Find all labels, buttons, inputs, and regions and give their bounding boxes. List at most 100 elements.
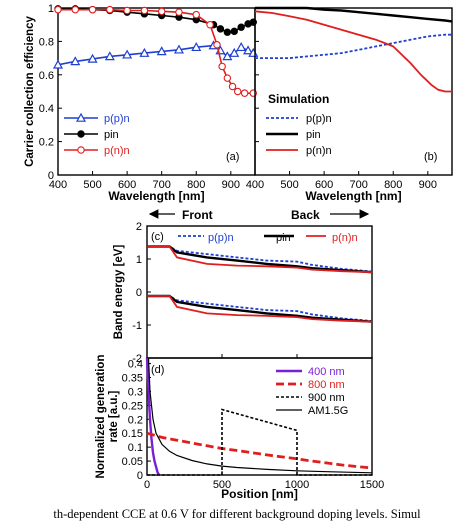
y-tick-label: 0.8 bbox=[39, 36, 54, 48]
y-tick-label: 0 bbox=[136, 287, 142, 299]
legend-marker bbox=[77, 146, 85, 154]
panel-b: 400 500 600 700 800 900 Wavelength [nm] (b) Simu… bbox=[246, 6, 453, 203]
y-tick-label: 0.05 bbox=[122, 456, 143, 468]
data-point-p(n)n bbox=[140, 6, 149, 15]
legend-label: 400 nm bbox=[308, 366, 345, 378]
y-axis-label-line2: rate [a.u.] bbox=[108, 390, 120, 442]
x-tick-label: 400 bbox=[246, 179, 264, 191]
y-axis-label: Band energy [eV] bbox=[113, 245, 125, 340]
x-axis-label: Position [nm] bbox=[221, 487, 298, 501]
data-point-p(n)n bbox=[157, 7, 166, 16]
series-line-800 nm bbox=[146, 431, 373, 470]
data-point-p(n)n bbox=[228, 82, 237, 91]
panel-label: (a) bbox=[226, 151, 239, 163]
band-top-pin bbox=[147, 245, 373, 274]
y-tick-label: 0 bbox=[48, 170, 54, 182]
band-top-p(n)n bbox=[147, 245, 373, 274]
y-tick-label: 0.3 bbox=[128, 386, 143, 398]
panel-label: (c) bbox=[151, 231, 164, 243]
series-line-400 nm bbox=[145, 357, 161, 476]
series-line-AM1.5G bbox=[147, 357, 373, 474]
plot-frame-c bbox=[146, 225, 373, 359]
data-point-p(n)n bbox=[240, 89, 249, 97]
y-tick-label: 0.6 bbox=[39, 70, 54, 82]
front-label: Front bbox=[182, 208, 213, 222]
data-point-p(p)n bbox=[104, 51, 115, 61]
back-label: Back bbox=[291, 208, 320, 222]
x-tick-label: 500 bbox=[280, 179, 298, 191]
series-line-p(n)n bbox=[254, 10, 452, 93]
figure: 400 500 600 700 800 900 0 0.2 0.4 0.6 0.8 1 Waveleng… bbox=[24, 3, 453, 501]
data-point-p(n)n bbox=[233, 87, 242, 96]
data-point-p(p)n bbox=[87, 53, 98, 63]
legend-label: 800 nm bbox=[308, 379, 345, 391]
x-tick-label: 600 bbox=[315, 179, 333, 191]
x-tick-label: 800 bbox=[187, 179, 205, 191]
plot-frame-d bbox=[146, 357, 373, 476]
y-tick-label: -1 bbox=[132, 320, 142, 332]
x-tick-label: 700 bbox=[350, 179, 368, 191]
data-point-p(p)n bbox=[173, 44, 184, 54]
data-point-p(p)n bbox=[70, 56, 81, 66]
series-line-pin bbox=[255, 6, 453, 23]
y-tick-label: 1 bbox=[136, 254, 142, 266]
x-tick-label: 600 bbox=[118, 179, 136, 191]
data-point-p(p)n bbox=[236, 42, 247, 52]
legend-label: p(p)n bbox=[208, 232, 234, 244]
data-point-p(n)n bbox=[175, 8, 183, 16]
panel-d: 0 500 1000 150000.050.10.150.20.250.30.350.… bbox=[95, 355, 384, 501]
x-tick-label: 900 bbox=[222, 179, 240, 191]
legend-label: p(p)n bbox=[306, 113, 332, 125]
panel-label: (b) bbox=[424, 151, 437, 163]
data-point-p(n)n bbox=[54, 5, 62, 14]
y-tick-label: 0 bbox=[137, 470, 143, 482]
legend-label: AM1.5G bbox=[308, 405, 348, 417]
data-point-p(n)n bbox=[223, 74, 232, 82]
panel-c: Front Back -2 -1 0 1 2 Band energy [eV] (c) p(p)n… bbox=[113, 208, 373, 365]
y-tick-label: 0.25 bbox=[122, 400, 143, 412]
data-point-p(n)n bbox=[192, 10, 200, 19]
legend-title: Simulation bbox=[268, 92, 329, 106]
y-tick-label: 0.4 bbox=[39, 103, 54, 115]
x-tick-label: 0 bbox=[144, 479, 150, 491]
data-point-pin bbox=[223, 28, 232, 36]
data-point-p(p)n bbox=[52, 59, 64, 69]
band-bottom-p(n)n bbox=[147, 295, 373, 323]
x-tick-label: 700 bbox=[153, 179, 171, 191]
data-point-p(n)n bbox=[106, 5, 114, 14]
data-point-p(p)n bbox=[139, 47, 150, 57]
legend-label: p(n)n bbox=[306, 145, 332, 157]
y-tick-label: 0.2 bbox=[128, 414, 143, 426]
legend-label: p(n)n bbox=[332, 232, 358, 244]
data-point-pin bbox=[237, 23, 245, 31]
legend-label: pin bbox=[306, 129, 321, 141]
data-point-p(p)n bbox=[243, 45, 254, 55]
data-point-p(n)n bbox=[218, 62, 226, 71]
x-tick-label: 1500 bbox=[360, 479, 384, 491]
y-tick-label: 0.2 bbox=[39, 137, 54, 149]
x-axis-label: Wavelength [nm] bbox=[108, 189, 204, 203]
data-point-p(n)n bbox=[123, 6, 131, 15]
band-bottom-pin bbox=[147, 294, 373, 323]
y-axis-label: Carrier collection efficiency bbox=[24, 15, 36, 166]
x-tick-label: 1000 bbox=[285, 479, 309, 491]
panel-label: (d) bbox=[151, 364, 164, 376]
x-axis-label: Wavelength [nm] bbox=[305, 189, 401, 203]
x-tick-label: 900 bbox=[419, 179, 437, 191]
data-point-p(p)n bbox=[222, 51, 233, 61]
legend-label: pin bbox=[104, 129, 119, 141]
legend-marker bbox=[77, 130, 85, 138]
series-line-900 nm bbox=[147, 408, 372, 476]
data-point-p(n)n bbox=[213, 40, 221, 49]
x-tick-label: 500 bbox=[83, 179, 101, 191]
y-tick-label: -2 bbox=[132, 353, 142, 365]
data-point-p(n)n bbox=[71, 5, 80, 14]
x-tick-label: 500 bbox=[213, 479, 231, 491]
y-tick-label: 2 bbox=[136, 221, 142, 233]
legend-label: p(n)n bbox=[104, 145, 130, 157]
data-point-p(p)n bbox=[229, 47, 240, 57]
legend-label: 900 nm bbox=[308, 392, 345, 404]
y-axis-label-line1: Normalized generation bbox=[95, 355, 107, 479]
x-tick-label: 800 bbox=[384, 179, 402, 191]
series-line-p(p)n bbox=[255, 33, 452, 59]
